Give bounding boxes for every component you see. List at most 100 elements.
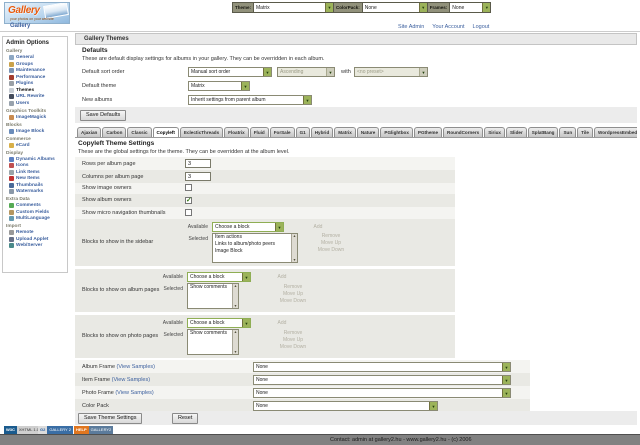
show-micro-nav-checkbox[interactable] — [185, 209, 192, 216]
dropdown-arrow-icon[interactable] — [502, 389, 510, 397]
your-account-link[interactable]: Your Account — [432, 24, 465, 30]
w3c-xhtml-badge[interactable]: W3C XHTML 1.0 — [4, 426, 41, 434]
tab-copyleft[interactable]: Copyleft — [152, 127, 179, 137]
tab-roundcorners[interactable]: RoundCorners — [443, 127, 484, 137]
dropdown-arrow-icon[interactable] — [482, 3, 491, 12]
tab-sun[interactable]: Sun — [559, 127, 577, 137]
site-admin-link[interactable]: Site Admin — [398, 24, 425, 30]
sidebar-item-new-items[interactable]: New Items — [9, 176, 66, 181]
dropdown-arrow-icon[interactable] — [502, 363, 510, 371]
move-down-button[interactable]: Move Down — [279, 298, 307, 304]
album-frame-select[interactable]: None — [253, 362, 511, 372]
sidebar-item-watermarks[interactable]: Watermarks — [9, 189, 66, 194]
sidebar-item-plugins[interactable]: Plugins — [9, 81, 66, 86]
move-up-button[interactable]: Move Up — [282, 337, 303, 343]
dropdown-arrow-icon[interactable] — [242, 273, 250, 281]
sidebar-item-dynamic-albums[interactable]: Dynamic Albums — [9, 156, 66, 162]
tab-ajaxian[interactable]: Ajaxian — [77, 127, 102, 137]
dropdown-arrow-icon[interactable] — [326, 68, 334, 76]
listbox-option[interactable]: Links to album/photo peers — [215, 241, 276, 247]
sidebar-item-image-block[interactable]: Image Block — [9, 128, 66, 134]
tab-siriux[interactable]: Siriux — [484, 127, 505, 137]
dropdown-arrow-icon[interactable] — [325, 3, 334, 12]
new-albums-select[interactable]: Inherit settings from parent album — [188, 95, 312, 105]
tab-floatrix[interactable]: Floatrix — [224, 127, 249, 137]
album-page-blocks-add-button[interactable]: Add — [277, 274, 287, 280]
listbox-option[interactable]: Show comments — [190, 284, 227, 290]
listbox-scrollbar[interactable] — [232, 330, 238, 354]
listbox-scrollbar[interactable] — [232, 284, 238, 308]
album-page-blocks-selected-listbox[interactable]: Show comments — [187, 283, 239, 309]
tab-nature[interactable]: Nature — [356, 127, 380, 137]
photo-frame-view-samples-link[interactable]: (View Samples) — [115, 390, 154, 396]
colorpack-select[interactable]: None — [362, 3, 428, 12]
reset-button[interactable]: Reset — [172, 413, 199, 424]
sidebar-item-ecard[interactable]: eCard — [9, 142, 66, 148]
listbox-scrollbar[interactable] — [291, 234, 297, 262]
photo-page-blocks-available-select[interactable]: Choose a block — [187, 318, 251, 328]
album-frame-view-samples-link[interactable]: (View Samples) — [116, 364, 155, 370]
sidebar-item-custom-fields[interactable]: Custom Fields — [9, 209, 66, 215]
dropdown-arrow-icon[interactable] — [241, 82, 249, 90]
default-theme-select[interactable]: Matrix — [188, 81, 250, 91]
dropdown-arrow-icon[interactable] — [275, 223, 283, 231]
sidebar-item-comments[interactable]: Comments — [9, 203, 66, 208]
default-sort-order-select[interactable]: Manual sort order — [188, 67, 272, 77]
dropdown-arrow-icon[interactable] — [419, 68, 427, 76]
dropdown-arrow-icon[interactable] — [242, 319, 250, 327]
sidebar-item-imagemagick[interactable]: ImageMagick — [9, 114, 66, 120]
sidebar-item-users[interactable]: Users — [9, 100, 66, 106]
tab-splatbang[interactable]: SplatBang — [527, 127, 559, 137]
sidebar-item-url-rewrite[interactable]: URL Rewrite — [9, 94, 66, 99]
gallery2-badge[interactable]: G2 GALLERY 2 — [38, 426, 73, 434]
remove-button[interactable]: Remove — [283, 330, 303, 336]
tab-forsale[interactable]: ForSale — [269, 127, 295, 137]
help-gallery-badge[interactable]: HELP GALLERY2 — [74, 426, 114, 434]
save-theme-settings-button[interactable]: Save Theme Settings — [78, 413, 143, 424]
sidebar-item-icons[interactable]: Icons — [9, 163, 66, 168]
gallery-logo[interactable]: Gallery your photos on your website — [4, 2, 70, 24]
listbox-option[interactable]: Image Block — [215, 248, 243, 254]
listbox-option[interactable]: Item actions — [215, 234, 242, 240]
sidebar-item-general[interactable]: General — [9, 55, 66, 60]
show-image-owners-checkbox[interactable] — [185, 184, 192, 191]
color-pack-select[interactable]: None — [253, 401, 438, 411]
dropdown-arrow-icon[interactable] — [429, 402, 437, 410]
sidebar-blocks-selected-listbox[interactable]: Item actions Links to album/photo peers … — [212, 233, 298, 263]
listbox-option[interactable]: Show comments — [190, 330, 227, 336]
sidebar-item-themes[interactable]: Themes — [9, 87, 66, 93]
sidebar-item-thumbnails[interactable]: Thumbnails — [9, 182, 66, 188]
sidebar-item-maintenance[interactable]: Maintenance — [9, 68, 66, 73]
photo-frame-select[interactable]: None — [253, 388, 511, 398]
sidebar-item-multilanguage[interactable]: MultiLanguage — [9, 216, 66, 221]
sidebar-blocks-available-select[interactable]: Choose a block — [212, 222, 284, 232]
tab-g1[interactable]: G1 — [295, 127, 310, 137]
item-frame-select[interactable]: None — [253, 375, 511, 385]
breadcrumb-gallery-link[interactable]: Gallery — [10, 23, 31, 29]
tab-eclecticthreads[interactable]: EclecticThreads — [179, 127, 224, 137]
frames-select[interactable]: None — [450, 3, 491, 12]
sort-preset-select[interactable]: <no preset> — [354, 67, 428, 77]
tab-pgtheme[interactable]: PGtheme — [413, 127, 443, 137]
sidebar-item-groups[interactable]: Groups — [9, 61, 66, 67]
album-page-blocks-available-select[interactable]: Choose a block — [187, 272, 251, 282]
move-down-button[interactable]: Move Down — [317, 247, 345, 253]
dropdown-arrow-icon[interactable] — [418, 3, 427, 12]
tab-fluid[interactable]: Fluid — [249, 127, 269, 137]
tab-carbon[interactable]: Carbon — [102, 127, 127, 137]
sidebar-item-upload-applet[interactable]: Upload Applet — [9, 236, 66, 242]
move-down-button[interactable]: Move Down — [279, 344, 307, 350]
columns-per-page-input[interactable] — [185, 172, 211, 181]
remove-button[interactable]: Remove — [321, 233, 341, 239]
sidebar-item-remote[interactable]: Remote — [9, 230, 66, 235]
move-up-button[interactable]: Move Up — [320, 240, 341, 246]
tab-wordpressembedded[interactable]: WordpressEmbedded — [593, 127, 637, 137]
tab-matrix[interactable]: Matrix — [334, 127, 356, 137]
sidebar-item-performance[interactable]: Performance — [9, 74, 66, 80]
sidebar-item-web-server[interactable]: Web/Server — [9, 243, 66, 248]
show-album-owners-checkbox[interactable] — [185, 197, 192, 204]
tab-slider[interactable]: Slider — [505, 127, 527, 137]
save-defaults-button[interactable]: Save Defaults — [80, 110, 127, 121]
remove-button[interactable]: Remove — [283, 284, 303, 290]
sidebar-blocks-add-button[interactable]: Add — [313, 224, 323, 230]
